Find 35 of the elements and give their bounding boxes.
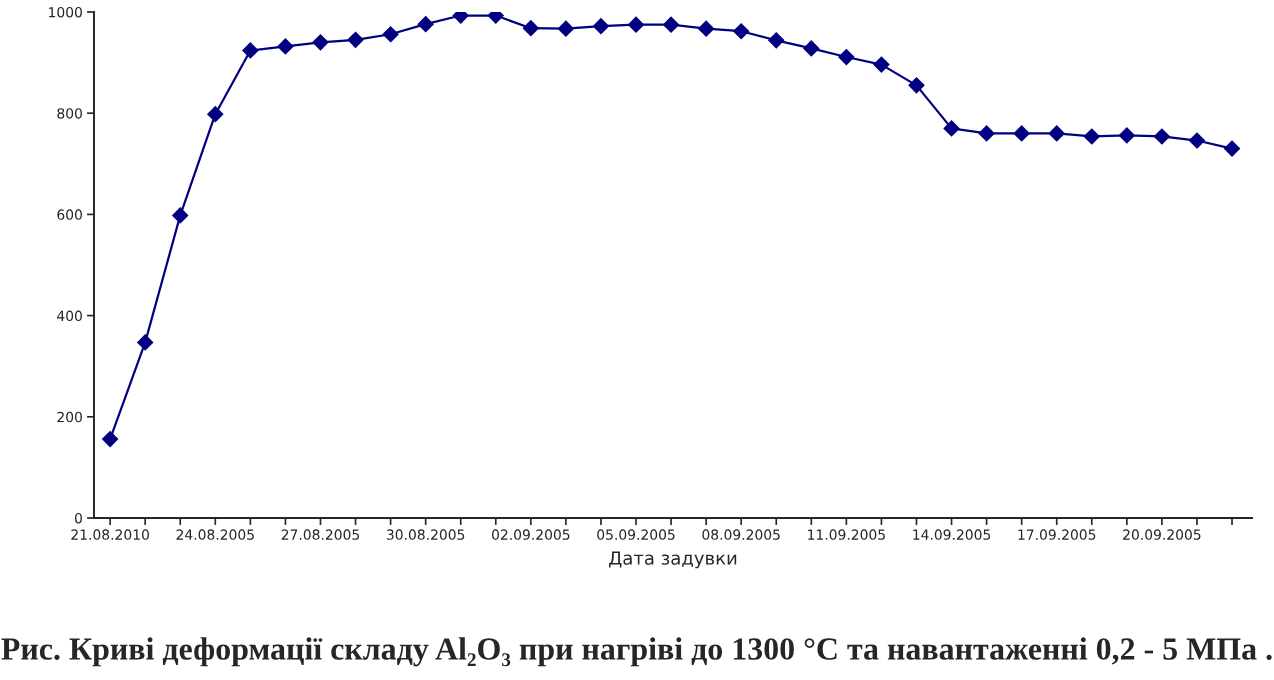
point xyxy=(733,23,750,40)
point xyxy=(1189,132,1205,149)
point xyxy=(943,120,960,137)
point xyxy=(417,16,434,33)
point xyxy=(102,431,119,447)
point xyxy=(137,334,154,351)
point xyxy=(487,12,504,24)
point xyxy=(242,42,259,59)
point xyxy=(1048,125,1065,142)
point xyxy=(312,34,329,51)
point xyxy=(628,16,644,33)
point xyxy=(663,16,679,33)
point xyxy=(522,20,539,37)
point xyxy=(1224,140,1240,157)
point xyxy=(1118,127,1135,144)
point xyxy=(698,20,715,37)
point xyxy=(873,56,890,73)
point xyxy=(277,38,294,55)
point xyxy=(803,40,820,57)
point xyxy=(557,20,574,37)
point xyxy=(1083,128,1100,145)
point xyxy=(452,12,469,24)
point xyxy=(593,18,609,35)
x-axis-title: Дата задувки xyxy=(609,551,737,569)
point xyxy=(207,106,224,123)
point xyxy=(768,32,785,49)
text: Рис. Криві деформації складу Al₂O₃ при нагріві до 1300 °С та навантаженні 0,2 - 5 МПа . xyxy=(1,637,1272,667)
point xyxy=(347,31,364,48)
point xyxy=(172,207,189,224)
point xyxy=(978,125,995,142)
point xyxy=(382,26,399,43)
point xyxy=(838,49,855,65)
point xyxy=(1013,125,1030,142)
point xyxy=(908,77,925,94)
point xyxy=(1153,128,1170,145)
